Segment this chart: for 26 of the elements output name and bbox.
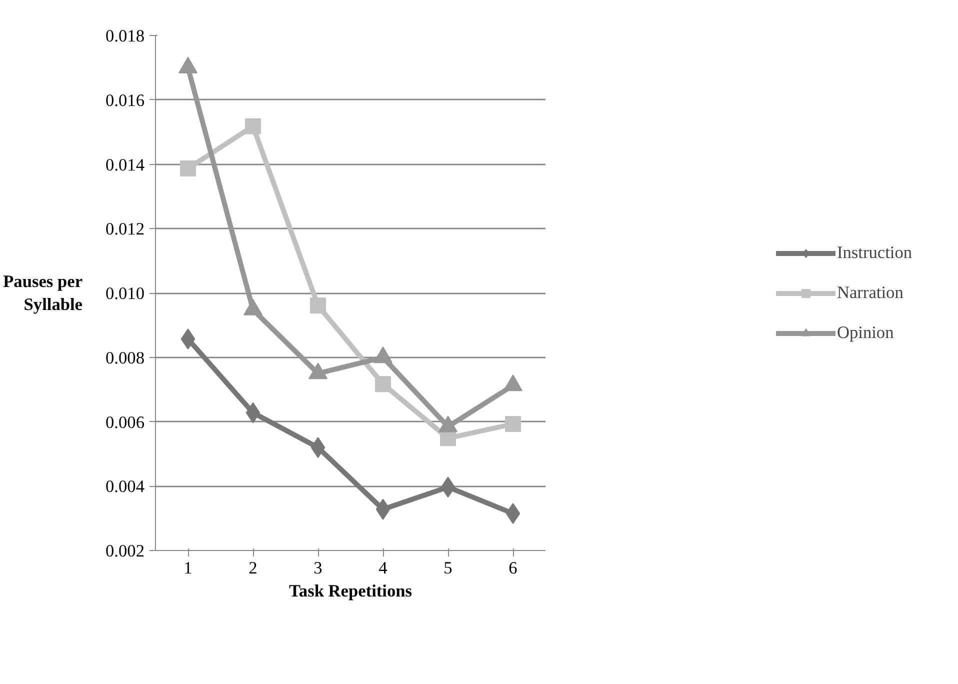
y-tick-label: 0.004	[106, 477, 145, 496]
x-tick-label: 3	[314, 558, 322, 578]
point	[505, 416, 521, 432]
y-tick-label: 0.012	[106, 220, 145, 239]
x-tick-label: 1	[184, 558, 192, 578]
point	[245, 118, 261, 134]
y-tick-label: 0.008	[106, 348, 145, 368]
y-axis-title: Pauses per Syllable	[3, 272, 83, 314]
x-tick-label: 6	[508, 558, 518, 578]
x-axis-title: Task Repetitions	[288, 582, 412, 600]
y-tick-label: 0.014	[106, 155, 145, 174]
y-tick-label: 0.006	[106, 412, 145, 432]
legend-label: Opinion	[836, 322, 894, 342]
point	[375, 376, 391, 392]
y-tick-label: 0.018	[106, 26, 145, 46]
x-tick-label: 5	[444, 558, 452, 578]
legend-label: Narration	[836, 282, 904, 302]
point	[310, 298, 326, 314]
point	[180, 160, 196, 176]
x-tick-label: 2	[248, 558, 258, 578]
y-tick-label: 0.016	[106, 90, 145, 110]
x-tick-label: 4	[378, 558, 388, 578]
y-tick-label: 0.010	[106, 284, 145, 303]
point	[310, 437, 326, 458]
legend-label: Instruction	[836, 242, 912, 262]
y-tick-label: 0.002	[106, 542, 145, 560]
